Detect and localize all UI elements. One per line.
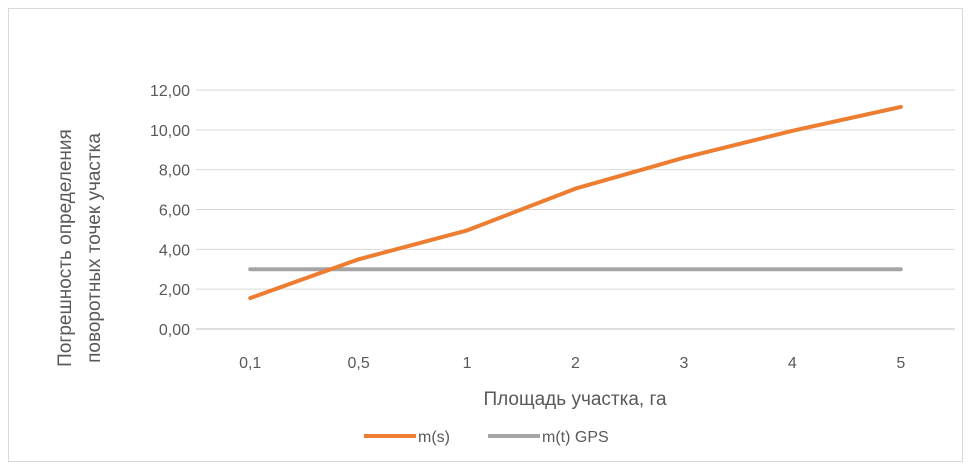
x-tick-label: 0,1 <box>239 355 261 372</box>
y-tick-label: 2,00 <box>159 282 190 299</box>
legend: m(s) m(t) GPS <box>364 429 609 446</box>
x-tick-label: 4 <box>788 355 797 372</box>
y-tick-label: 12,00 <box>150 83 190 100</box>
series-line-0 <box>248 104 903 301</box>
gridlines <box>196 89 955 330</box>
y-tick-label: 0,00 <box>159 322 190 339</box>
x-tick-label: 5 <box>896 355 905 372</box>
series-lines <box>248 104 903 301</box>
x-tick-labels: 0,1 0,5 1 2 3 4 5 <box>239 355 905 372</box>
y-tick-label: 6,00 <box>159 203 190 220</box>
y-axis-title-line-2: поворотных точек участка <box>84 133 105 363</box>
legend-item-1: m(t) GPS <box>488 429 609 446</box>
x-axis-title: Площадь участка, га <box>483 389 667 410</box>
y-axis-title-line-1: Погрешность определения <box>55 129 76 367</box>
y-tick-label: 4,00 <box>159 242 190 259</box>
x-tick-label: 1 <box>463 355 472 372</box>
x-tick-label: 3 <box>679 355 688 372</box>
x-tick-label: 2 <box>571 355 580 372</box>
y-tick-label: 10,00 <box>150 123 190 140</box>
legend-item-0: m(s) <box>364 429 450 446</box>
legend-label: m(t) GPS <box>542 429 609 446</box>
y-tick-label: 8,00 <box>159 163 190 180</box>
legend-label: m(s) <box>418 429 450 446</box>
chart-frame <box>8 8 963 462</box>
y-tick-labels: 0,00 2,00 4,00 6,00 8,00 10,00 12,00 <box>150 83 190 339</box>
x-tick-label: 0,5 <box>348 355 370 372</box>
